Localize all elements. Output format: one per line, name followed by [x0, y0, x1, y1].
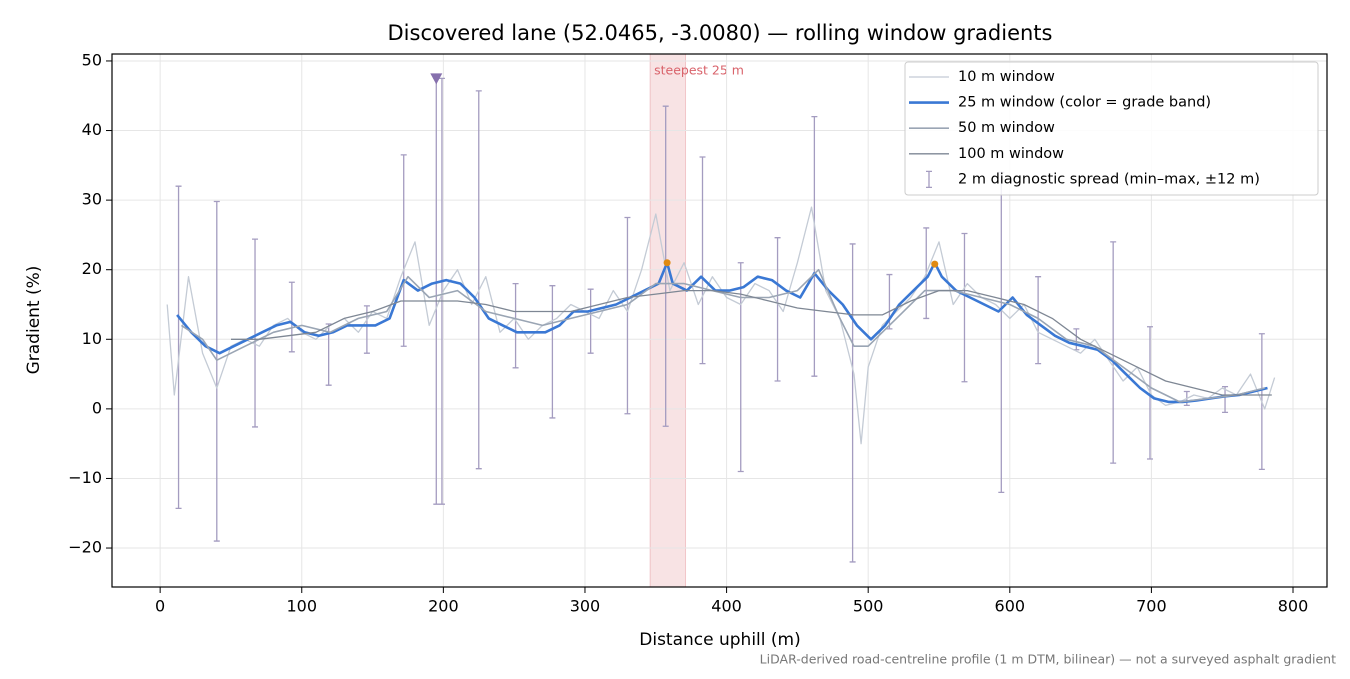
error-bar: [512, 282, 519, 369]
error-bar: [1222, 385, 1229, 413]
error-bar: [433, 77, 440, 505]
error-bar: [699, 156, 706, 365]
x-tick-label: 100: [286, 597, 317, 616]
error-bar: [961, 232, 968, 383]
series-line: [176, 261, 1268, 404]
plot-frame: [111, 53, 1328, 588]
footnote: LiDAR-derived road-centreline profile (1…: [760, 652, 1336, 667]
highlight-band: [649, 53, 687, 588]
legend-swatch: [926, 170, 932, 189]
error-bar: [1035, 276, 1042, 365]
y-axis-label: Gradient (%): [24, 266, 44, 375]
legend-label: 2 m diagnostic spread (min–max, ±12 m): [958, 171, 1260, 187]
y-tick-label: 20: [82, 259, 102, 278]
y-tick-label: −10: [68, 468, 102, 487]
series-line: [180, 268, 1265, 403]
error-bar: [587, 288, 594, 354]
series-line: [231, 289, 1272, 396]
legend-box: [904, 61, 1319, 196]
highlight-label: steepest 25 m: [654, 63, 744, 78]
y-tick-label: 30: [82, 190, 102, 209]
legend-label: 50 m window: [958, 120, 1055, 136]
error-bar: [438, 77, 445, 505]
legend-label: 10 m window: [958, 69, 1055, 85]
y-tick-label: 50: [82, 50, 102, 69]
chart-title: Discovered lane (52.0465, -3.0080) — rol…: [388, 21, 1053, 45]
error-bar: [549, 285, 556, 419]
error-bar: [252, 238, 259, 428]
error-bar: [475, 90, 482, 470]
error-bar: [400, 154, 407, 347]
error-bar: [213, 200, 220, 542]
y-tick-label: 40: [82, 120, 102, 139]
error-bar: [849, 243, 856, 563]
error-bar: [288, 281, 295, 353]
peak-marker: [931, 260, 939, 268]
error-bar: [811, 115, 818, 377]
error-bar: [624, 216, 631, 415]
x-tick-label: 400: [711, 597, 742, 616]
x-tick-label: 700: [1136, 597, 1167, 616]
peak-marker: [663, 259, 671, 267]
error-bar: [998, 171, 1005, 494]
x-tick-label: 800: [1278, 597, 1309, 616]
x-tick-label: 600: [995, 597, 1026, 616]
legend-label: 100 m window: [958, 146, 1064, 162]
error-bar: [1110, 241, 1117, 464]
marker-triangle: [430, 73, 443, 85]
x-axis-label: Distance uphill (m): [639, 630, 800, 650]
x-tick-label: 200: [428, 597, 459, 616]
x-tick-label: 300: [570, 597, 601, 616]
y-tick-label: 0: [92, 398, 102, 417]
series-line: [166, 206, 1276, 445]
y-tick-label: −20: [68, 538, 102, 557]
legend-label: 25 m window (color = grade band): [958, 95, 1211, 111]
y-tick-label: 10: [82, 329, 102, 348]
error-bar: [774, 237, 781, 382]
error-bar: [175, 185, 182, 510]
error-bar: [363, 305, 370, 354]
x-tick-label: 0: [155, 597, 165, 616]
x-tick-label: 500: [853, 597, 884, 616]
